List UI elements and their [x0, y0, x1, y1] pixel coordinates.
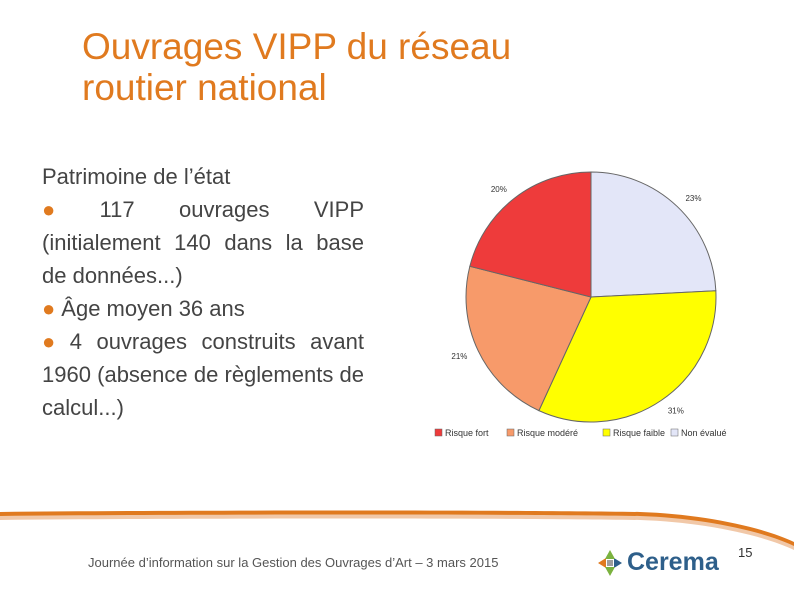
legend-label-3: Risque faible [613, 428, 665, 438]
bullet-icon: ● [42, 296, 56, 321]
pie-slice-3 [538, 290, 717, 423]
pie-slice-2 [465, 265, 592, 412]
pie-slice-4 [590, 171, 717, 298]
bullet-icon: ● [42, 197, 94, 222]
footer-text: Journée d’information sur la Gestion des… [88, 555, 499, 570]
legend-label-2: Risque modéré [517, 428, 578, 438]
legend-swatch-1 [434, 428, 443, 437]
legend-swatch-3 [602, 428, 611, 437]
legend-label-1: Risque fort [445, 428, 489, 438]
pie-label-3: 31% [668, 406, 684, 415]
pie-label-1: 20% [491, 185, 507, 194]
risk-pie-chart: 23% 31% 21% 20% Risque fort Risque modéré Risq… [434, 171, 727, 438]
footer-band [0, 510, 794, 595]
bullet-text-1: 117 ouvrages VIPP (initialement 140 dans… [42, 197, 364, 288]
bullet-text-3: 4 ouvrages construits avant 1960 (absenc… [42, 329, 364, 420]
bullet-item-2: ● Âge moyen 36 ans [42, 292, 364, 325]
pie-label-2: 21% [451, 352, 467, 361]
pie-label-4: 23% [685, 194, 701, 203]
intro-text: Patrimoine de l’état [42, 164, 231, 189]
bullet-item-1: ● 117 ouvrages VIPP (initialement 140 dan… [42, 193, 364, 292]
pie-slice-1 [469, 171, 592, 298]
bullet-item-3: ● 4 ouvrages construits avant 1960 (absen… [42, 325, 364, 424]
bullet-text-2: Âge moyen 36 ans [61, 296, 245, 321]
legend-swatch-4 [670, 428, 679, 437]
logo-text: Cerema [627, 548, 719, 576]
slide-body: Patrimoine de l’état ● 117 ouvrages VIPP … [42, 160, 364, 424]
page-number: 15 [738, 545, 753, 560]
cerema-logo-icon [598, 550, 622, 576]
bullet-icon: ● [42, 329, 64, 354]
slide-title: Ouvrages VIPP du réseau routier national [82, 26, 682, 108]
legend-label-4: Non évalué [681, 428, 727, 438]
title-line-1: Ouvrages VIPP du réseau [82, 26, 512, 67]
legend-swatch-2 [506, 428, 515, 437]
title-line-2: routier national [82, 67, 327, 108]
